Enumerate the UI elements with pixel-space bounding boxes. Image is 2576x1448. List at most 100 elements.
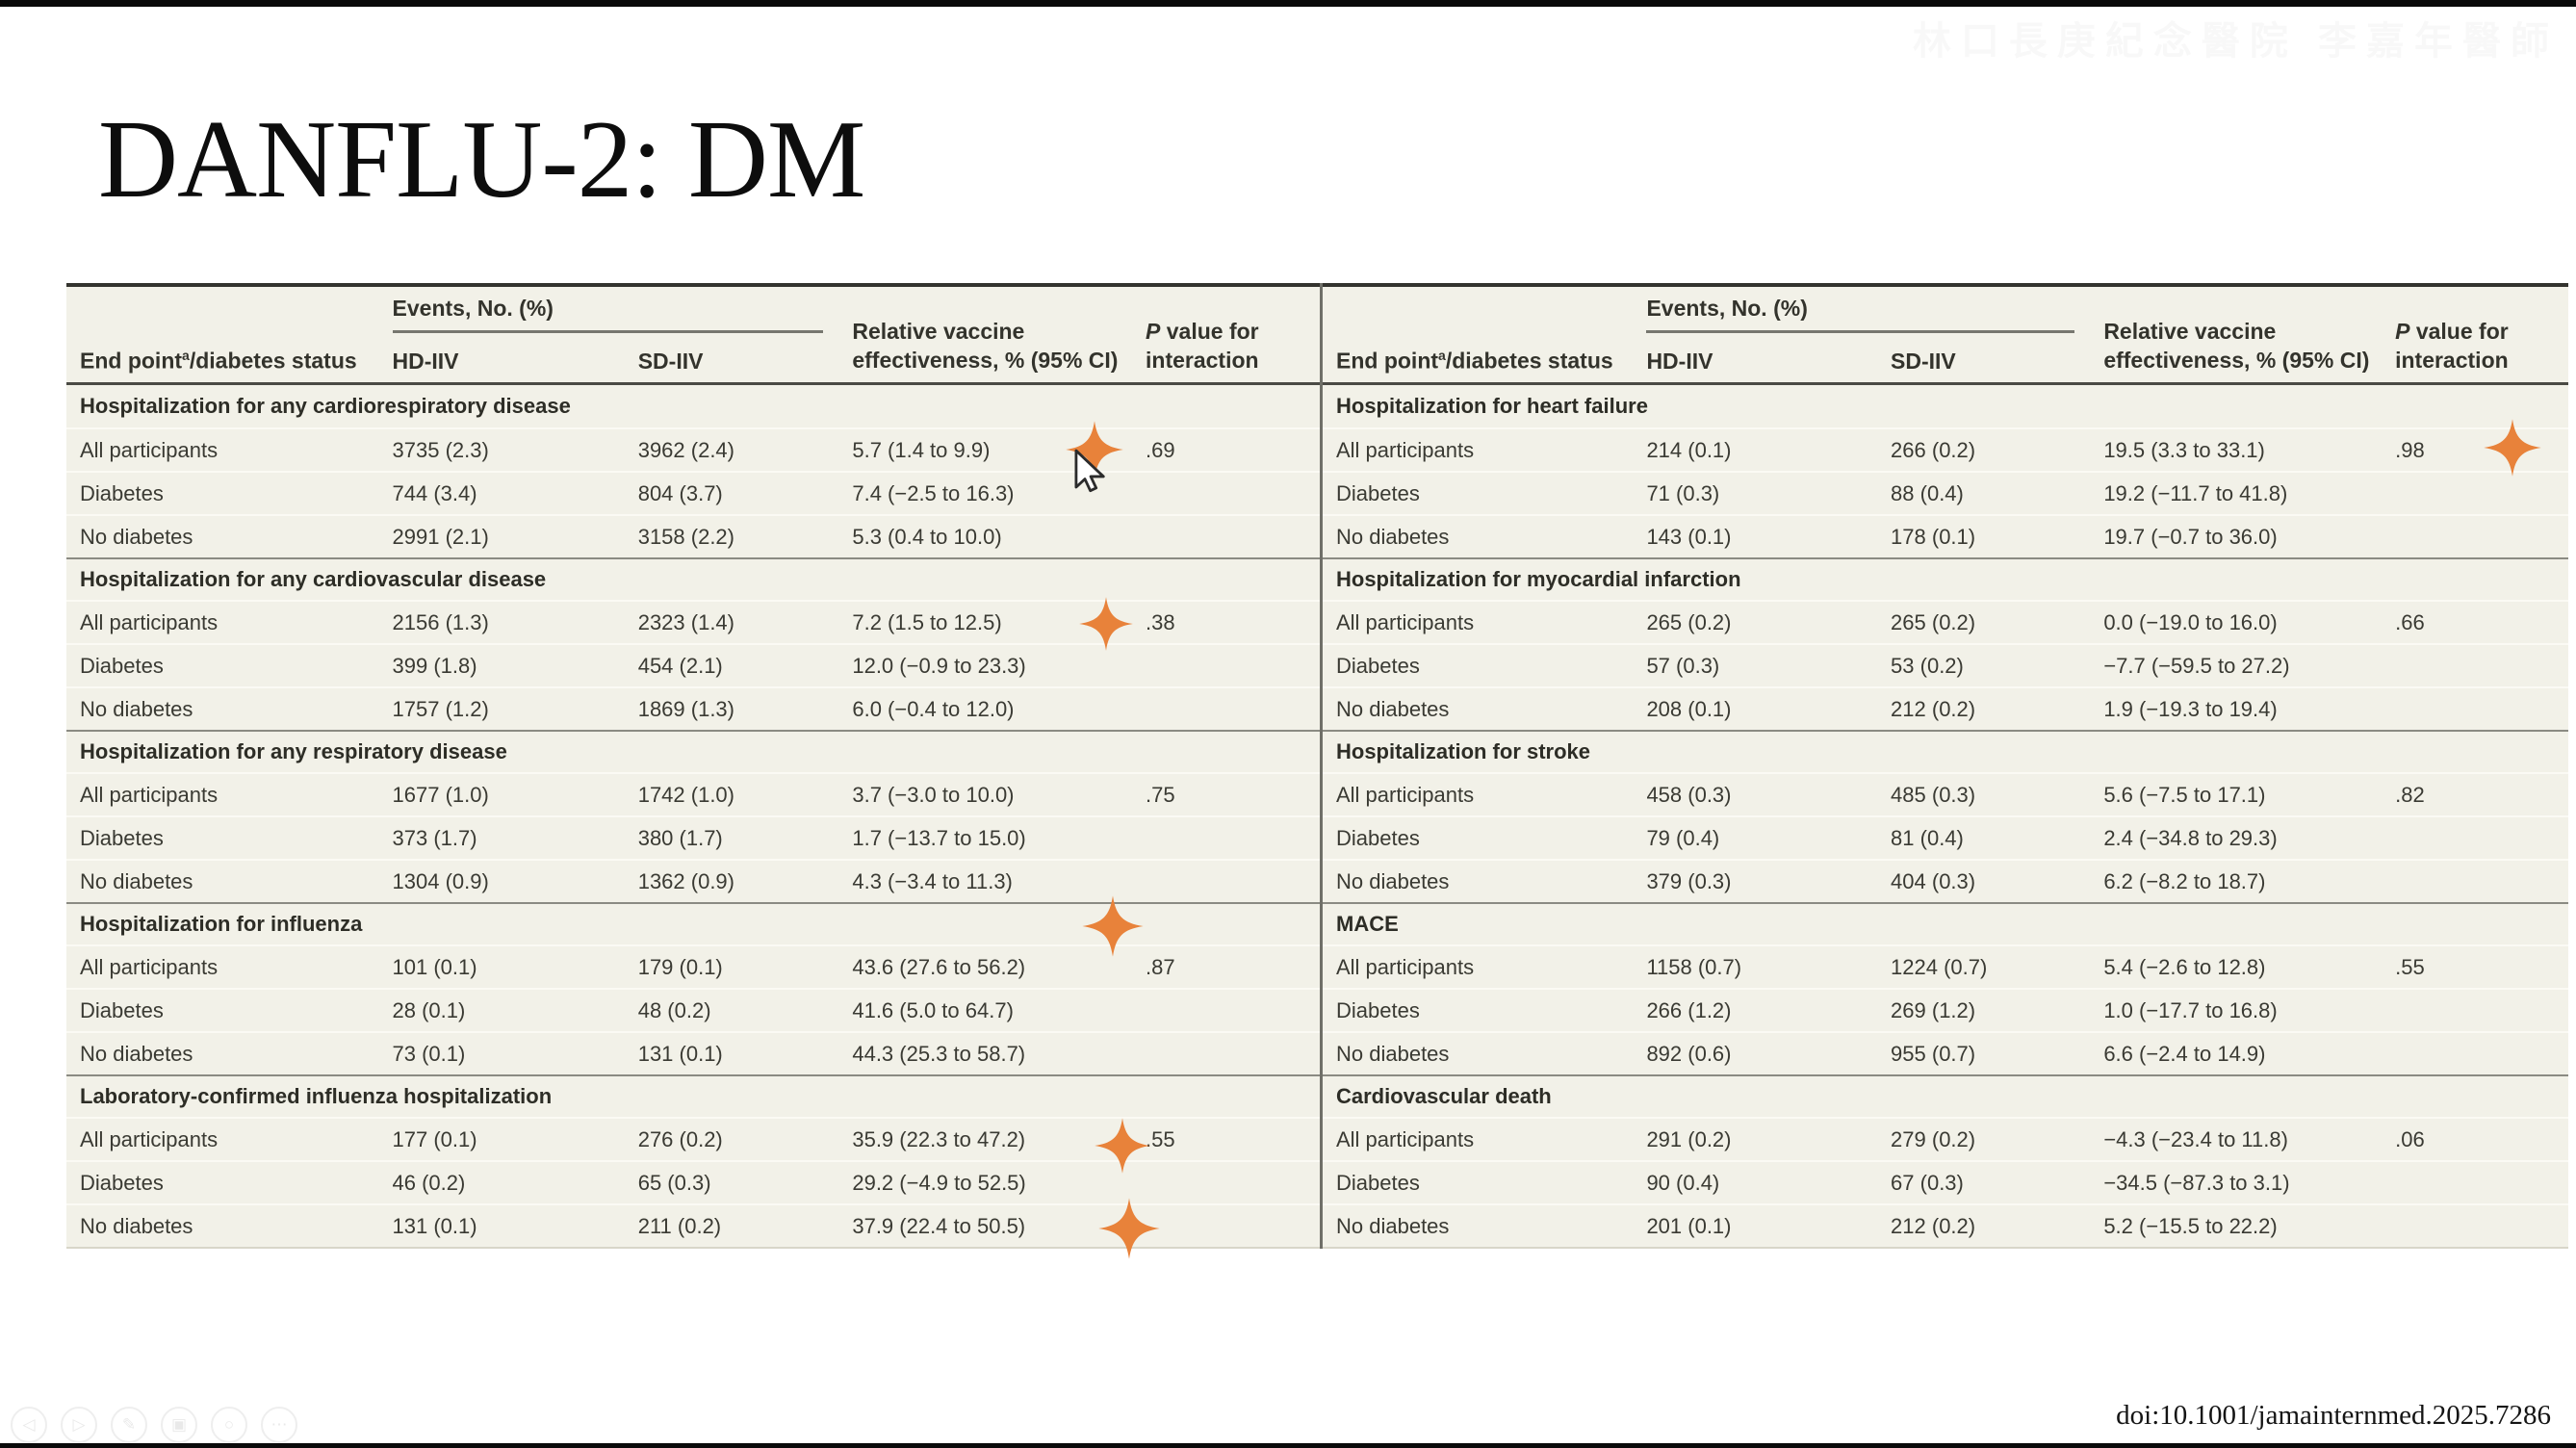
col-header-hd-iiv: HD-IIV (1646, 349, 1713, 374)
rve-value: 1.0 (−17.7 to 16.8) (2103, 997, 2278, 1022)
hd-iiv-value: 892 (0.6) (1646, 1041, 1732, 1066)
hd-iiv-value: 79 (0.4) (1646, 825, 1720, 850)
endpoint-name: MACE (1336, 912, 1399, 936)
row-label: All participants (1336, 954, 1475, 979)
col-header-rve: Relative vaccine effectiveness, % (95% CI… (2103, 319, 2370, 373)
p-value: .55 (1146, 1126, 1175, 1151)
endpoint-name: Hospitalization for heart failure (1336, 394, 1648, 418)
table-row: No diabetes 892 (0.6) 955 (0.7) 6.6 (−2.4 t… (1323, 1031, 2568, 1074)
sd-iiv-value: 1224 (0.7) (1891, 954, 1988, 979)
col-header-endpoint: End pointa/diabetes status (80, 348, 357, 374)
hd-iiv-value: 265 (0.2) (1646, 609, 1732, 634)
rve-value: 7.4 (−2.5 to 16.3) (852, 480, 1015, 505)
pen-icon[interactable]: ✎ (111, 1407, 147, 1443)
table-row: Diabetes 28 (0.1) 48 (0.2) 41.6 (5.0 to 64.… (66, 988, 1320, 1031)
rve-value: 35.9 (22.3 to 47.2) (852, 1126, 1026, 1151)
rve-value: 6.0 (−0.4 to 12.0) (852, 696, 1015, 721)
table-row: Diabetes 57 (0.3) 53 (0.2) −7.7 (−59.5 to 2… (1323, 643, 2568, 686)
rve-value: 1.9 (−19.3 to 19.4) (2103, 696, 2278, 721)
endpoint-section-header: Cardiovascular death (1323, 1074, 2568, 1117)
col-header-sd-iiv: SD-IIV (637, 349, 704, 374)
sd-iiv-value: 1869 (1.3) (637, 696, 734, 721)
sd-iiv-value: 81 (0.4) (1891, 825, 1964, 850)
more-icon[interactable]: ⋯ (261, 1407, 297, 1443)
endpoint-section-header: Laboratory-confirmed influenza hospitali… (66, 1074, 1320, 1117)
rve-value: 12.0 (−0.9 to 23.3) (852, 653, 1026, 678)
endpoint-section-header: Hospitalization for myocardial infarctio… (1323, 557, 2568, 600)
endpoint-name: Cardiovascular death (1336, 1084, 1552, 1108)
endpoint-section-header: Hospitalization for influenza (66, 902, 1320, 944)
sd-iiv-value: 269 (1.2) (1891, 997, 1976, 1022)
row-label: Diabetes (1336, 653, 1420, 678)
hd-iiv-value: 266 (1.2) (1646, 997, 1732, 1022)
table-row: All participants 458 (0.3) 485 (0.3) 5.6 (−… (1323, 772, 2568, 815)
row-label: Diabetes (80, 825, 164, 850)
col-group-events: Events, No. (%) (1646, 296, 2075, 333)
endpoint-section-header: Hospitalization for heart failure (1323, 385, 2568, 427)
hd-iiv-value: 143 (0.1) (1646, 524, 1732, 549)
table-row: All participants 1158 (0.7) 1224 (0.7) 5.4 … (1323, 944, 2568, 988)
rve-value: 5.4 (−2.6 to 12.8) (2103, 954, 2266, 979)
hd-iiv-value: 201 (0.1) (1646, 1213, 1732, 1238)
hd-iiv-value: 291 (0.2) (1646, 1126, 1732, 1151)
hd-iiv-value: 71 (0.3) (1646, 480, 1720, 505)
table-row: All participants 2156 (1.3) 2323 (1.4) 7.2 … (66, 600, 1320, 643)
row-label: All participants (1336, 437, 1475, 462)
rve-value: 44.3 (25.3 to 58.7) (852, 1041, 1026, 1066)
row-label: All participants (80, 437, 219, 462)
hd-iiv-value: 2991 (2.1) (392, 524, 489, 549)
rve-value: 2.4 (−34.8 to 29.3) (2103, 825, 2278, 850)
rve-value: 5.2 (−15.5 to 22.2) (2103, 1213, 2278, 1238)
sd-iiv-value: 454 (2.1) (637, 653, 723, 678)
table-header-row: End pointa/diabetes status Events, No. (… (66, 287, 1320, 385)
zoom-icon[interactable]: ○ (211, 1407, 247, 1443)
sd-iiv-value: 804 (3.7) (637, 480, 723, 505)
sd-iiv-value: 279 (0.2) (1891, 1126, 1976, 1151)
hd-iiv-value: 214 (0.1) (1646, 437, 1732, 462)
rve-value: 19.2 (−11.7 to 41.8) (2103, 480, 2288, 505)
sd-iiv-value: 3158 (2.2) (637, 524, 734, 549)
endpoint-section-header: Hospitalization for any cardiovascular d… (66, 557, 1320, 600)
rve-value: 5.6 (−7.5 to 17.1) (2103, 782, 2266, 807)
rve-value: 37.9 (22.4 to 50.5) (852, 1213, 1026, 1238)
hd-iiv-value: 90 (0.4) (1646, 1170, 1720, 1195)
table-row: All participants 265 (0.2) 265 (0.2) 0.0 (−… (1323, 600, 2568, 643)
sd-iiv-value: 65 (0.3) (637, 1170, 711, 1195)
prev-slide-icon[interactable]: ◁ (11, 1407, 47, 1443)
slides-icon[interactable]: ▣ (161, 1407, 197, 1443)
row-label: All participants (1336, 609, 1475, 634)
table-row: Diabetes 46 (0.2) 65 (0.3) 29.2 (−4.9 to 52… (66, 1160, 1320, 1203)
row-label: No diabetes (1336, 1041, 1450, 1066)
rve-value: 1.7 (−13.7 to 15.0) (852, 825, 1026, 850)
watermark-text: 林口長庚紀念醫院 李嘉年醫師 (1912, 20, 2559, 63)
table-row: No diabetes 73 (0.1) 131 (0.1) 44.3 (25.3 t… (66, 1031, 1320, 1074)
rve-value: 5.7 (1.4 to 9.9) (852, 437, 991, 462)
rve-value: 43.6 (27.6 to 56.2) (852, 954, 1026, 979)
table-row: No diabetes 201 (0.1) 212 (0.2) 5.2 (−15.5 … (1323, 1203, 2568, 1247)
hd-iiv-value: 399 (1.8) (392, 653, 477, 678)
table-row: All participants 291 (0.2) 279 (0.2) −4.3 (… (1323, 1117, 2568, 1160)
hd-iiv-value: 1304 (0.9) (392, 868, 489, 893)
hd-iiv-value: 2156 (1.3) (392, 609, 489, 634)
next-slide-icon[interactable]: ▷ (61, 1407, 97, 1443)
doi-text: doi:10.1001/jamainternmed.2025.7286 (2116, 1400, 2551, 1431)
hd-iiv-value: 73 (0.1) (392, 1041, 466, 1066)
p-value: .69 (1146, 437, 1175, 462)
rve-value: 6.6 (−2.4 to 14.9) (2103, 1041, 2266, 1066)
sd-iiv-value: 1362 (0.9) (637, 868, 734, 893)
endpoint-name: Hospitalization for any cardiorespirator… (80, 394, 571, 418)
rve-value: 29.2 (−4.9 to 52.5) (852, 1170, 1026, 1195)
hd-iiv-value: 379 (0.3) (1646, 868, 1732, 893)
rve-value: −4.3 (−23.4 to 11.8) (2103, 1126, 2288, 1151)
col-group-events: Events, No. (%) (392, 296, 824, 333)
table-row: No diabetes 131 (0.1) 211 (0.2) 37.9 (22.4 … (66, 1203, 1320, 1247)
endpoint-name: Hospitalization for influenza (80, 912, 363, 936)
results-table: End pointa/diabetes status Events, No. (… (66, 283, 2568, 1251)
col-header-endpoint: End pointa/diabetes status (1336, 348, 1613, 374)
sd-iiv-value: 53 (0.2) (1891, 653, 1964, 678)
p-value: .75 (1146, 782, 1175, 807)
rve-value: −34.5 (−87.3 to 3.1) (2103, 1170, 2290, 1195)
sd-iiv-value: 1742 (1.0) (637, 782, 734, 807)
row-label: Diabetes (80, 1170, 164, 1195)
